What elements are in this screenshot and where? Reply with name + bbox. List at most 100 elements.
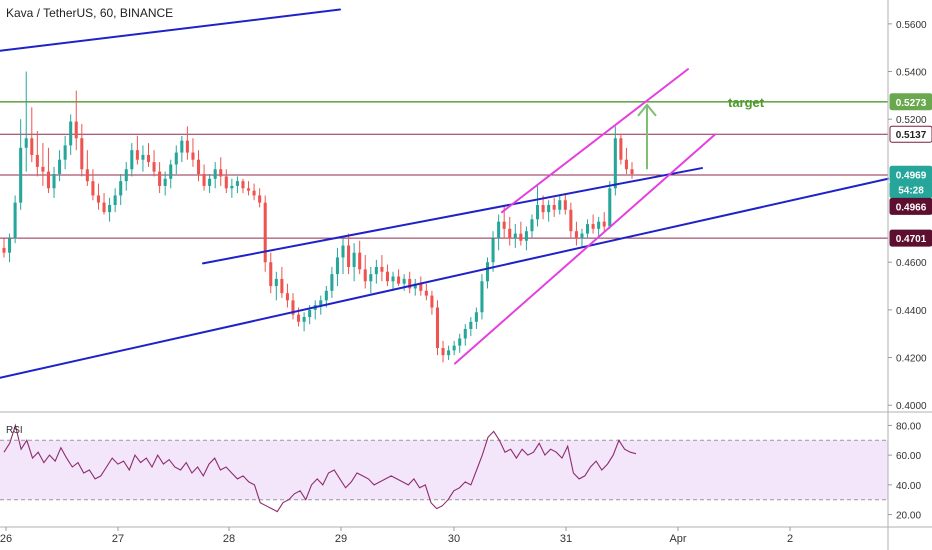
time-tick-label: 30 (448, 533, 460, 545)
candle-body (247, 188, 251, 191)
candle-body (196, 159, 201, 175)
candle-body (124, 169, 128, 182)
time-axis[interactable]: 26 27 28 29 30 31 Apr 2 (0, 527, 793, 545)
candle-body (452, 345, 456, 351)
candle-body (146, 154, 151, 163)
candle-body (619, 138, 623, 160)
trendlines (0, 8, 889, 379)
candle-body (424, 290, 428, 296)
candle-body (474, 312, 478, 322)
candle-body (591, 224, 595, 229)
candle-body (285, 293, 289, 301)
candle-body (586, 224, 590, 234)
candle-body (397, 276, 401, 284)
price-badge-label: 0.4701 (896, 234, 927, 245)
candle-body (235, 181, 239, 186)
trendline (454, 133, 716, 365)
candle-body (58, 159, 62, 175)
candle-body (563, 200, 567, 210)
candle-body (63, 145, 67, 160)
rsi-band-fill (0, 440, 888, 500)
candle-body (580, 233, 584, 239)
candle-body (169, 164, 173, 179)
candle-body (96, 195, 101, 203)
candle-body (530, 219, 534, 232)
rsi-tick-label: 60.00 (896, 451, 921, 462)
time-tick-label: 2 (787, 533, 793, 545)
candle-body (158, 171, 162, 186)
time-tick-label: 27 (112, 533, 124, 545)
candle-body (385, 271, 389, 282)
candle-body (74, 121, 78, 139)
candle-body (447, 350, 451, 356)
candle-body (508, 228, 512, 239)
candle-body (202, 174, 206, 186)
candle-body (163, 178, 167, 186)
rsi-tick-label: 80.00 (896, 421, 921, 432)
price-badge (889, 197, 932, 215)
candle-body (46, 171, 50, 189)
rsi-tick-label: 20.00 (896, 511, 921, 522)
candle-body (135, 150, 139, 160)
candle-body (324, 290, 328, 301)
symbol-title: Kava / TetherUS, 60, BINANCE (6, 6, 174, 20)
price-axis[interactable]: 0.5600 0.5400 0.5200 0.4600 0.4400 0.4200 0.40… (887, 0, 932, 550)
candle-body (80, 138, 84, 170)
candle-body (341, 245, 345, 258)
candle-body (30, 138, 34, 155)
candle-body (358, 252, 362, 270)
price-tick-label: 0.4200 (896, 354, 927, 365)
candle-body (347, 245, 351, 267)
time-tick-label: Apr (669, 533, 686, 545)
candle-body (374, 266, 378, 275)
candle-body (180, 140, 184, 153)
candle-body (302, 317, 306, 322)
rsi-tick-label: 40.00 (896, 481, 921, 492)
candle-body (497, 221, 501, 239)
candle-body (430, 295, 434, 308)
candle-body (513, 233, 517, 239)
time-tick-label: 29 (335, 533, 347, 545)
candle-body (624, 159, 628, 170)
candle-body (297, 314, 301, 322)
candle-body (224, 176, 228, 189)
candle-body (219, 169, 223, 177)
candle-body (119, 181, 123, 196)
candle-body (191, 152, 195, 160)
candle-body (85, 169, 89, 182)
candle-body (108, 205, 112, 213)
candle-body (319, 300, 323, 306)
candle-body (485, 262, 490, 282)
trendline (0, 177, 889, 379)
candle-body (558, 200, 562, 210)
candle-body (630, 169, 634, 175)
grid (0, 411, 932, 528)
candle-body (208, 178, 212, 186)
candle-body (574, 231, 578, 239)
candle-body (69, 121, 73, 146)
candle-body (24, 138, 28, 148)
candle-body (335, 257, 339, 275)
candle-body (241, 181, 245, 189)
candle-body (352, 252, 356, 267)
candle-body (535, 205, 540, 220)
candle-body (569, 209, 573, 232)
candle-body (213, 169, 217, 179)
candle-body (441, 348, 445, 356)
candle-body (185, 140, 189, 153)
price-tick-label: 0.4400 (896, 306, 927, 317)
candle-body (2, 247, 6, 253)
price-tick-label: 0.4600 (896, 258, 927, 269)
target-annotation: target (728, 95, 765, 110)
horizontal-levels (0, 100, 888, 239)
trendline (501, 68, 689, 214)
candle-body (330, 274, 334, 291)
rsi-label: RSI (6, 425, 23, 436)
candle-body (19, 147, 23, 203)
candle-body (258, 195, 262, 203)
price-tick-label: 0.5400 (896, 68, 927, 79)
price-badge (889, 125, 932, 143)
candle-body (402, 278, 406, 284)
candle-body (130, 150, 134, 170)
